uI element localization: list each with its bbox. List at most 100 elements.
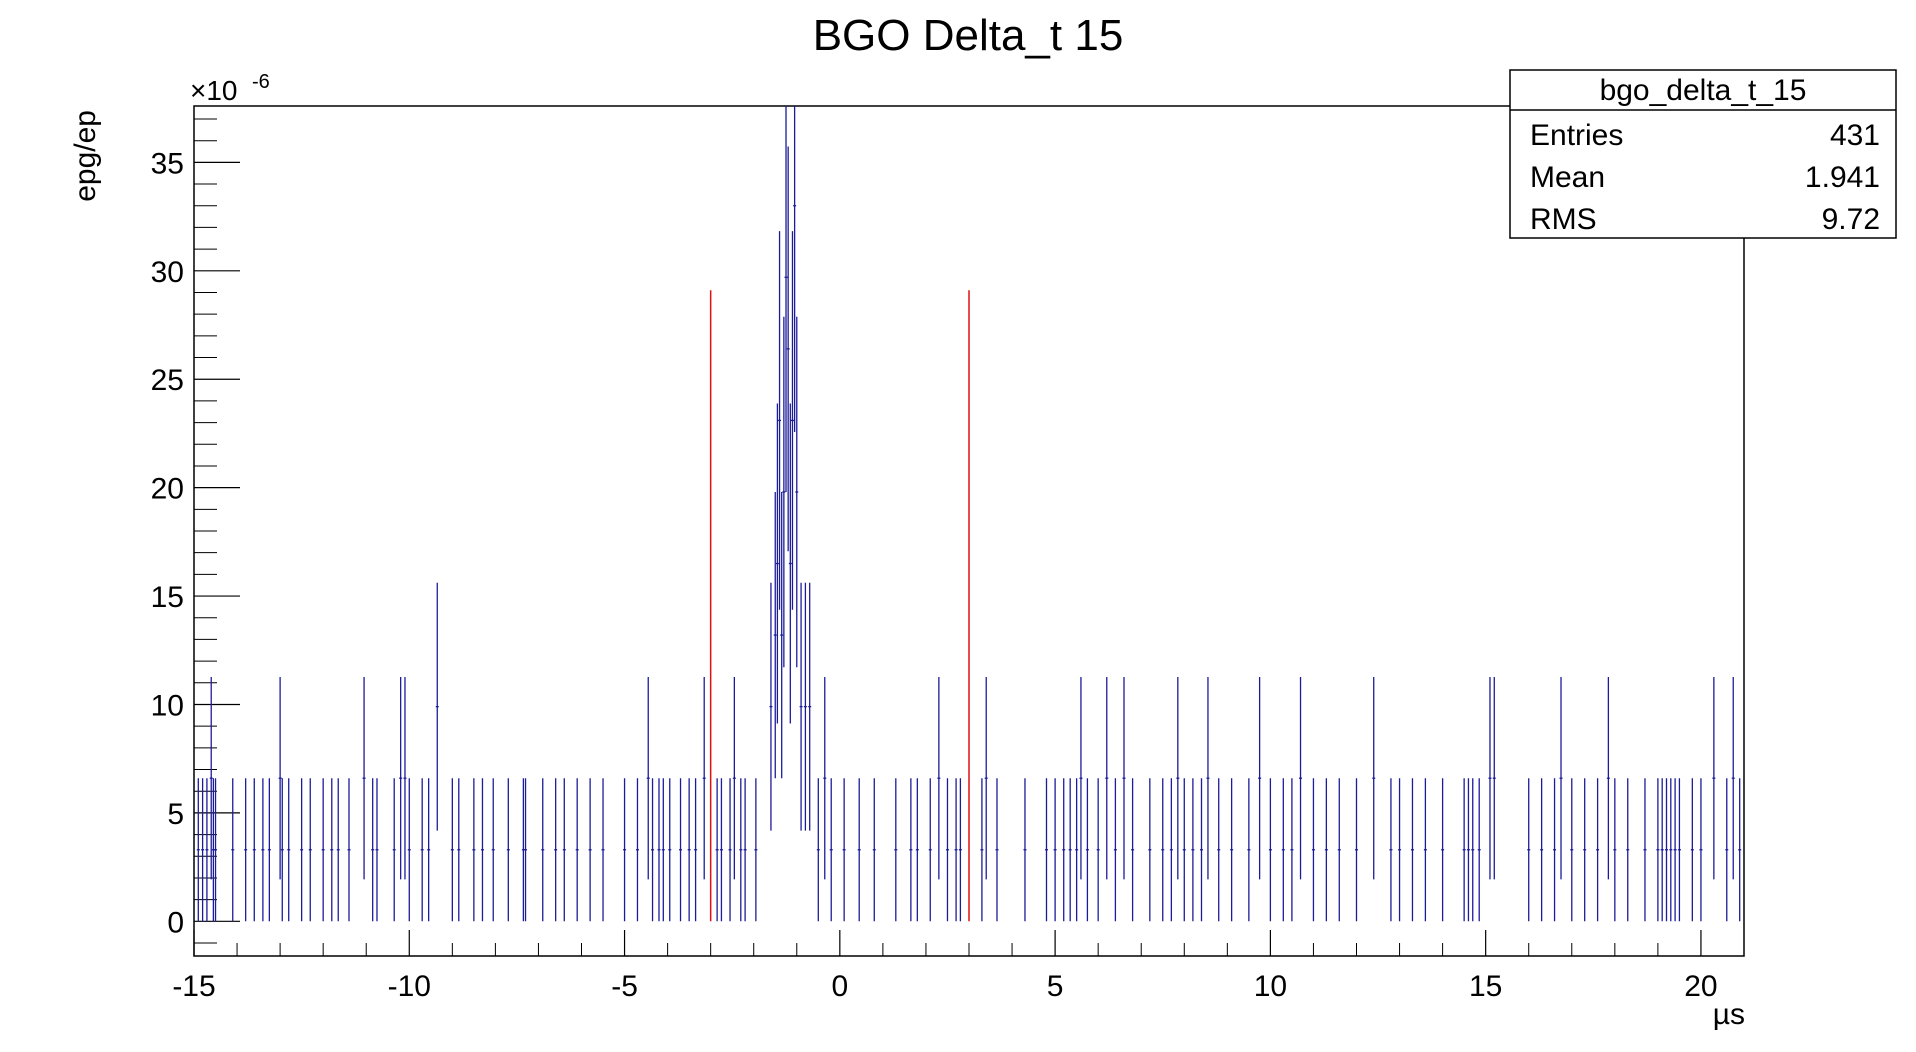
histogram-bin	[1690, 778, 1694, 922]
x-tick-label: 10	[1254, 970, 1287, 1003]
histogram-bin	[287, 778, 291, 922]
histogram-bin	[554, 778, 558, 922]
histogram-bin	[1488, 676, 1492, 880]
histogram-bin	[954, 778, 958, 922]
histogram-bin	[1161, 778, 1165, 922]
histogram-bin	[694, 778, 698, 922]
histogram-bin	[775, 403, 779, 724]
x-tick-label: -10	[388, 970, 431, 1003]
histogram-bin	[1281, 778, 1285, 922]
histogram-bin	[244, 778, 248, 922]
histogram-bin	[435, 582, 439, 831]
histogram-bin	[1122, 676, 1126, 880]
histogram-bin	[1311, 778, 1315, 922]
histogram-bin	[715, 778, 719, 922]
histogram-bin	[995, 778, 999, 922]
y-tick-label: 15	[151, 581, 184, 614]
histogram-bin	[575, 778, 579, 922]
stats-box-name: bgo_delta_t_15	[1600, 74, 1807, 107]
x-tick-label: 20	[1684, 970, 1717, 1003]
histogram-bin	[1398, 778, 1402, 922]
histogram-bin	[1113, 778, 1117, 922]
histogram-bin	[1492, 676, 1496, 880]
histogram-bin	[790, 231, 794, 610]
histogram-bin	[427, 778, 431, 922]
histogram-bin	[267, 778, 271, 922]
histogram-bin	[330, 778, 334, 922]
histogram-bin	[784, 106, 788, 492]
y-tick-label: 35	[151, 147, 184, 180]
histogram-bin	[1337, 778, 1341, 922]
histogram-bin	[1665, 778, 1668, 922]
histogram-bin	[1217, 778, 1221, 922]
histogram-bin	[1570, 778, 1574, 922]
histogram-bin	[1206, 676, 1210, 880]
histogram-bin	[420, 778, 424, 922]
stats-entries-label: Entries	[1530, 119, 1623, 152]
histogram-bin	[278, 676, 282, 880]
histogram-bin	[1372, 676, 1376, 880]
histogram-bin	[407, 778, 411, 922]
histogram-bin	[842, 778, 846, 922]
histogram-bin	[739, 778, 743, 922]
histogram-bins	[196, 106, 1742, 922]
histogram-bin	[1553, 778, 1557, 922]
histogram-bin	[1540, 778, 1544, 922]
histogram-bin	[816, 778, 820, 922]
histogram-bin	[1079, 676, 1083, 880]
histogram-bin	[743, 778, 747, 922]
histogram-bin	[1660, 778, 1664, 922]
histogram-bin	[623, 778, 627, 922]
stats-mean-label: Mean	[1530, 161, 1605, 194]
histogram-bin	[782, 316, 786, 668]
histogram-bin	[1053, 778, 1057, 922]
x-tick-label: 15	[1469, 970, 1502, 1003]
histogram-bin	[399, 676, 403, 880]
histogram-bin	[491, 778, 495, 922]
histogram-bin	[793, 106, 797, 433]
histogram-bin	[1191, 778, 1195, 922]
histogram-bin	[769, 582, 773, 831]
histogram-bin	[1423, 778, 1427, 922]
histogram-bin	[480, 778, 484, 922]
histogram-bin	[1669, 778, 1673, 922]
histogram-bin	[646, 676, 650, 880]
histogram-bin	[958, 778, 962, 922]
histogram-bin	[829, 778, 833, 922]
histogram-bin	[1656, 778, 1660, 922]
histogram-bin	[347, 778, 351, 922]
histogram-bin	[1230, 778, 1234, 922]
y-tick-label: 0	[167, 906, 184, 939]
histogram-bin	[909, 778, 913, 922]
histogram-bin	[506, 778, 510, 922]
histogram-bin	[915, 778, 919, 922]
x-tick-label: 5	[1047, 970, 1064, 1003]
histogram-bin	[201, 778, 205, 922]
histogram-bin	[1583, 778, 1587, 922]
histogram-bin	[1176, 676, 1180, 880]
histogram-bin	[1613, 778, 1617, 922]
histogram-bin	[1712, 676, 1716, 880]
histogram-bin	[1324, 778, 1328, 922]
histogram-bin	[661, 778, 665, 922]
stats-mean-value: 1.941	[1805, 161, 1880, 194]
histogram-bin	[984, 676, 988, 880]
histogram-bin	[1677, 778, 1681, 922]
histogram-bin	[1148, 778, 1152, 922]
histogram-bin	[1062, 778, 1066, 922]
histogram-bin	[1626, 778, 1630, 922]
histogram-bin	[657, 778, 661, 922]
histogram-bin	[392, 778, 396, 922]
histogram-bin	[1725, 778, 1729, 922]
histogram-bin	[1268, 778, 1272, 922]
histogram-bin	[1068, 778, 1072, 922]
histogram-bin	[1738, 778, 1742, 922]
histogram-bin	[1355, 778, 1358, 922]
x-axis-label: µs	[1713, 998, 1745, 1031]
stats-box-frame	[1509, 69, 1897, 239]
y-tick-label: 20	[151, 473, 184, 506]
histogram-bin	[799, 582, 803, 831]
x-tick-label: -15	[172, 970, 215, 1003]
histogram-bin	[321, 778, 325, 922]
